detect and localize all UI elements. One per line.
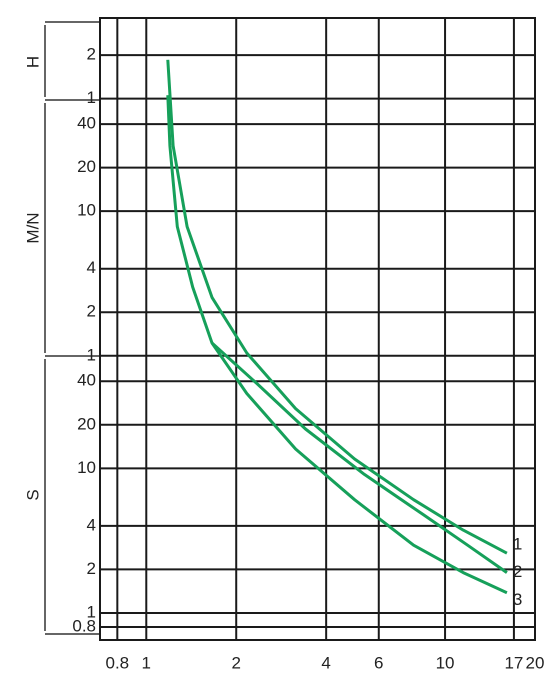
y-tick-label: 0.8 [72, 616, 96, 635]
x-tick-label: 2 [231, 653, 240, 672]
curve [210, 341, 508, 574]
unit-brackets [44, 21, 100, 635]
y-tick-label: 1 [87, 602, 96, 621]
series-label: 1 [513, 535, 522, 554]
series-label: 3 [513, 590, 522, 609]
unit-label: M/N [23, 212, 42, 243]
y-tick-label: 20 [77, 157, 96, 176]
x-tick-label: 0.8 [106, 653, 130, 672]
x-tick-label: 17 [504, 653, 523, 672]
y-tick-label: 2 [87, 559, 96, 578]
curve [166, 59, 508, 555]
y-tick-label: 2 [87, 302, 96, 321]
x-tick-label: 20 [526, 653, 545, 672]
y-tick-label: 1 [87, 345, 96, 364]
x-tick-label: 1 [142, 653, 151, 672]
y-tick-label: 10 [77, 458, 96, 477]
unit-label: H [23, 56, 42, 68]
x-tick-label: 6 [374, 653, 383, 672]
x-tick-label: 4 [321, 653, 330, 672]
y-tick-label: 4 [87, 258, 96, 277]
series-label: 2 [513, 562, 522, 581]
y-tick-label: 1 [87, 88, 96, 107]
unit-label: S [23, 489, 42, 500]
y-tick-label: 20 [77, 414, 96, 433]
curve [166, 95, 508, 595]
y-tick-label: 2 [87, 45, 96, 64]
y-tick-label: 4 [87, 515, 96, 534]
y-tick-label: 40 [77, 114, 96, 133]
x-tick-label: 10 [436, 653, 455, 672]
y-tick-label: 10 [77, 201, 96, 220]
y-tick-label: 40 [77, 371, 96, 390]
